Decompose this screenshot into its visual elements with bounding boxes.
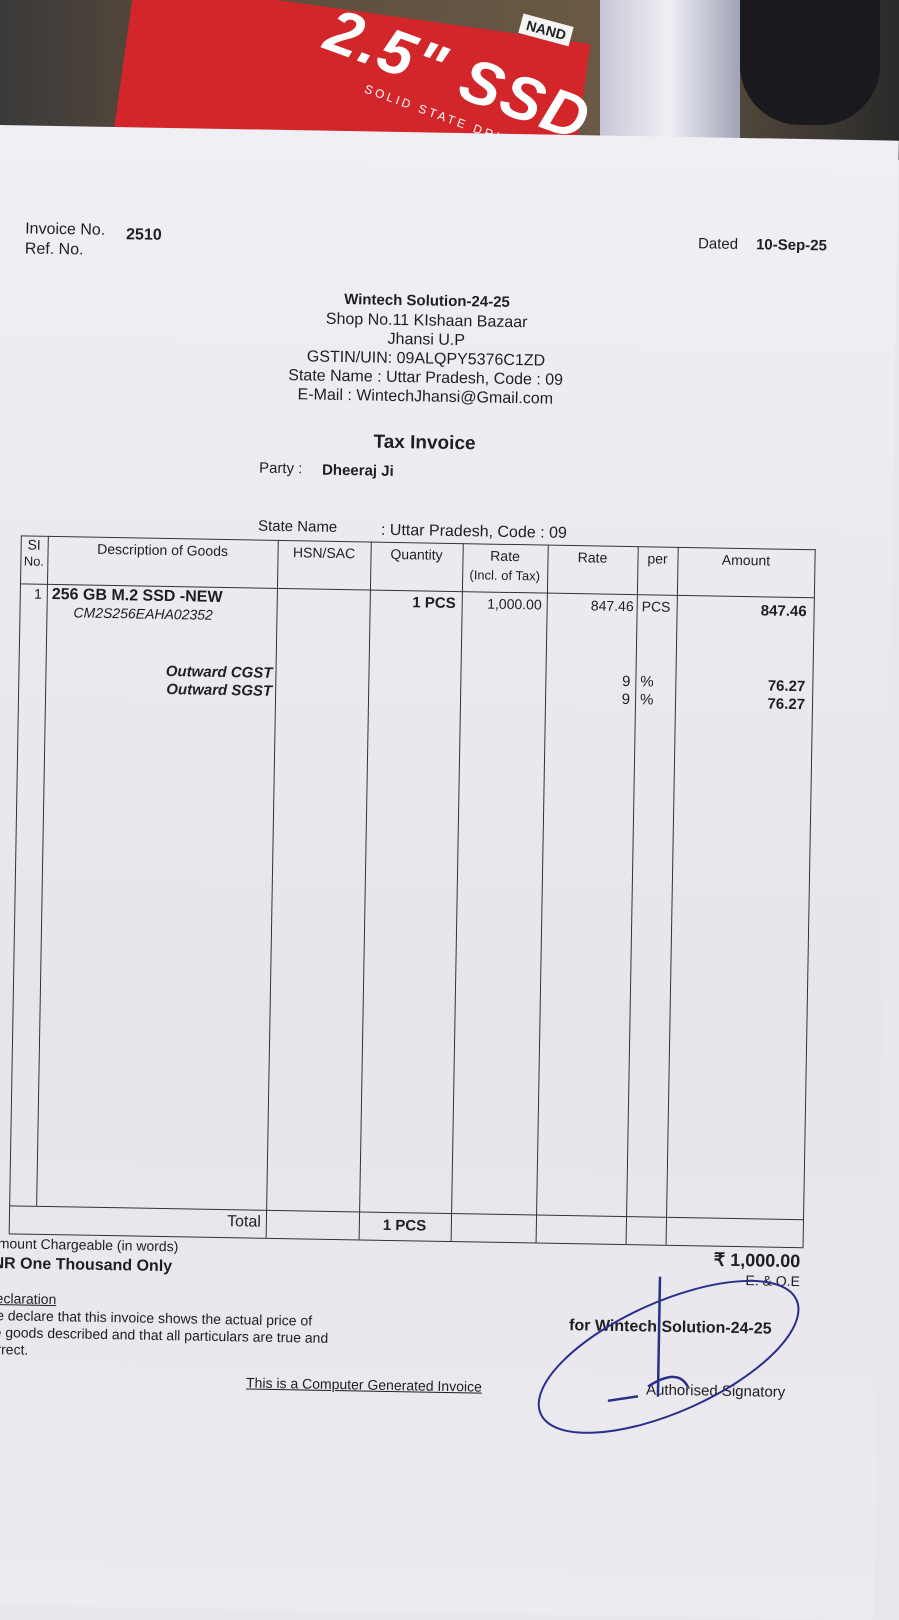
invoice-no-label: Invoice No. [25,220,106,239]
invoice-paper: Invoice No. 2510 Ref. No. Dated 10-Sep-2… [0,125,899,1620]
header-rate: Rate [577,549,608,566]
tax-amount: 76.27 [767,695,806,714]
row-serial: CM2S256EAHA02352 [73,604,213,623]
row-rate: 847.46 [590,597,634,615]
party-label: Party : [258,459,303,478]
row-amount: 847.46 [760,602,807,621]
header-quantity: Quantity [390,545,443,563]
party-state-value: : Uttar Pradesh, Code : 09 [380,521,567,542]
amount-in-words: INR One Thousand Only [0,1254,173,1276]
header-rate-incl-note: (Incl. of Tax) [469,567,541,584]
invoice-no: 2510 [125,226,162,244]
header-amount: Amount [721,551,771,569]
total-label: Total [226,1213,262,1231]
tax-rate: 9 [621,672,631,691]
tax-name: Outward SGST [166,680,273,700]
bottle [600,0,740,150]
tax-amount: 76.27 [767,677,806,696]
total-quantity: 1 PCS [382,1216,427,1235]
computer-generated-note: This is a Computer Generated Invoice [245,1374,482,1395]
header-per: per [647,550,668,567]
document-title: Tax Invoice [373,431,476,455]
row-rate-incl: 1,000.00 [487,595,542,613]
row-quantity: 1 PCS [412,594,456,613]
dated-label: Dated [697,235,739,253]
tax-per: % [639,691,654,709]
signature-stamp [537,1276,800,1434]
row-per: PCS [641,598,671,615]
party-state-label: State Name [257,517,338,536]
header-rate-incl: Rate [490,547,520,565]
tax-rate: 9 [621,690,631,709]
row-sl: 1 [33,585,42,602]
tax-per: % [640,673,654,691]
declaration-line-3: correct. [0,1340,29,1358]
header-no: No. [23,553,45,569]
party-name: Dheeraj Ji [321,461,394,480]
declaration-title: Declaration [0,1289,57,1308]
amount-in-words-label: Amount Chargeable (in words) [0,1234,179,1255]
bottle-cap [740,0,880,125]
header-si: SI [27,536,41,553]
header-hsn: HSN/SAC [292,544,356,562]
seller-name: Wintech Solution-24-25 [343,291,510,311]
ref-no-label: Ref. No. [24,240,84,259]
invoice-date: 10-Sep-25 [755,236,828,255]
header-description: Description of Goods [97,540,229,560]
